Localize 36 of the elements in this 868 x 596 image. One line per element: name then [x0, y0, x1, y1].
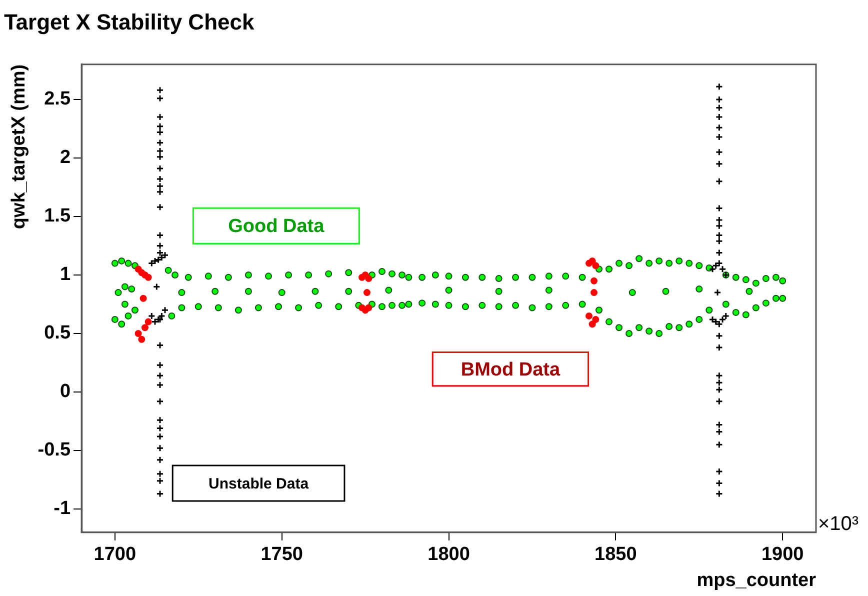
point [585, 312, 592, 320]
y-tick-label: 0 [60, 381, 71, 402]
y-tick-label: -1 [54, 498, 71, 520]
text: Unstable Data [208, 475, 310, 492]
point [588, 257, 596, 264]
chart-title: Target X Stability Check [4, 9, 255, 34]
point [592, 262, 600, 270]
point [590, 289, 598, 296]
text: ×10³ [818, 512, 859, 535]
point [592, 316, 600, 323]
point [144, 318, 152, 326]
x-axis-title: mps_counter [696, 570, 817, 591]
point [590, 277, 598, 284]
point [365, 304, 372, 312]
point [144, 274, 152, 281]
x-tick-label: 1750 [260, 544, 303, 566]
y-tick-label: 2.5 [44, 88, 71, 110]
x-tick-label: 1700 [94, 544, 136, 566]
point [588, 320, 596, 328]
y-tick-label: 0.5 [44, 322, 71, 344]
y-tick-label: -0.5 [38, 440, 71, 461]
point [141, 324, 148, 332]
y-tick-label: 2 [60, 147, 71, 168]
y-axis-title: qwk_targetX (mm) [8, 64, 30, 230]
y-tick-label: 1.5 [44, 206, 71, 227]
x-tick-label: 1800 [428, 544, 470, 566]
y-tick-label: 1 [60, 264, 71, 286]
point [365, 275, 372, 282]
text: BMod Data [460, 359, 560, 380]
x-tick-label: 1850 [594, 544, 637, 566]
series-label: Good Data [228, 216, 325, 238]
point [363, 289, 370, 296]
point [140, 294, 147, 302]
point [138, 336, 146, 343]
point [134, 330, 142, 337]
x-tick-label: 1900 [761, 544, 804, 566]
